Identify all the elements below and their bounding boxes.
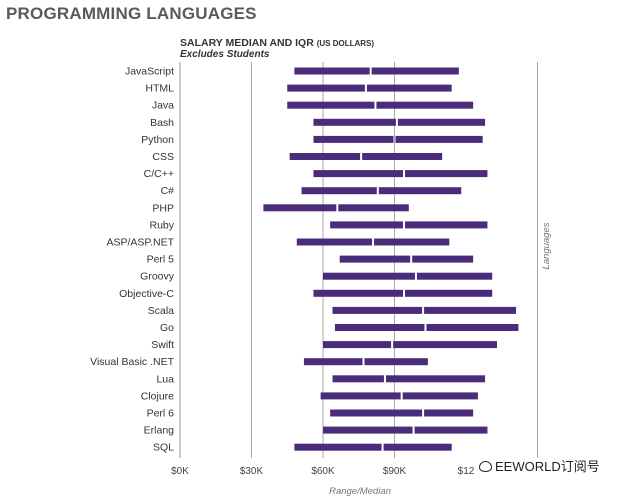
chart-title-text: SALARY MEDIAN AND IQR [180, 37, 314, 49]
iqr-bar-lower [320, 392, 401, 400]
category-label: HTML [145, 83, 174, 95]
category-label: Objective-C [119, 288, 174, 300]
iqr-bar-upper [416, 272, 493, 280]
iqr-bar-lower [339, 255, 411, 263]
iqr-bar-lower [303, 358, 363, 366]
iqr-bar-upper [405, 289, 493, 297]
iqr-bar-lower [289, 153, 361, 160]
iqr-bar-upper [366, 84, 452, 92]
iqr-bar-upper [405, 170, 488, 178]
category-label: Ruby [149, 219, 174, 231]
iqr-bar-lower [294, 67, 370, 75]
category-label: Perl 5 [147, 254, 175, 266]
iqr-bar-upper [383, 443, 452, 451]
iqr-bar-upper [424, 306, 517, 314]
category-label: Groovy [140, 271, 175, 283]
iqr-bar-upper [364, 358, 428, 366]
iqr-bar-lower [330, 409, 423, 417]
iqr-bar-lower [313, 289, 404, 297]
category-label: Bash [150, 117, 174, 129]
category-label: JavaScript [125, 66, 174, 78]
iqr-bar-upper [393, 341, 497, 349]
iqr-bar-upper [376, 101, 474, 109]
category-label: Python [141, 134, 174, 146]
category-label: C/C++ [144, 168, 174, 180]
category-label: CSS [152, 151, 174, 163]
watermark-text: EEWORLD订阅号 [495, 459, 600, 474]
category-label: Lua [156, 373, 174, 385]
category-label: Swift [151, 339, 174, 351]
iqr-bar-upper [426, 324, 519, 331]
iqr-bar-lower [332, 306, 423, 314]
category-label: SQL [153, 442, 174, 454]
iqr-bar-upper [424, 409, 474, 417]
category-label: C# [161, 185, 175, 197]
iqr-bar-lower [323, 272, 415, 280]
x-tick-label: $60K [311, 466, 335, 477]
page-title: PROGRAMMING LANGUAGES [6, 4, 257, 23]
iqr-bar-upper [402, 392, 478, 400]
iqr-bar-upper [397, 118, 486, 126]
x-tick-label: $30K [240, 466, 264, 477]
iqr-bar-lower [313, 118, 396, 126]
category-label: PHP [152, 202, 174, 214]
iqr-bar-lower [313, 170, 404, 178]
iqr-bar-lower [330, 221, 404, 229]
category-label: Perl 6 [147, 408, 175, 420]
iqr-bar-lower [323, 426, 413, 434]
iqr-bar-lower [263, 204, 337, 212]
wechat-icon [479, 461, 492, 472]
iqr-bar-upper [338, 204, 409, 212]
iqr-bar-lower [332, 375, 384, 383]
iqr-bar-upper [385, 375, 486, 383]
iqr-bar-upper [405, 221, 488, 229]
x-axis-title: Range/Median [329, 486, 391, 497]
x-tick-label: $12 [458, 466, 475, 477]
iqr-bar-upper [371, 67, 459, 75]
iqr-bar-lower [323, 341, 392, 349]
iqr-bar-lower [313, 135, 394, 143]
x-tick-label: $90K [383, 466, 407, 477]
iqr-bar-lower [287, 84, 365, 92]
watermark: EEWORLD订阅号 [479, 456, 600, 475]
chart-subtitle: Excludes Students [180, 49, 270, 60]
x-tick-label: $0K [171, 466, 189, 477]
iqr-bar-upper [414, 426, 488, 434]
iqr-bar-lower [287, 101, 375, 109]
category-label: ASP/ASP.NET [106, 237, 174, 249]
chart-title: SALARY MEDIAN AND IQR (US DOLLARS) [180, 37, 374, 49]
chart-title-units: (US DOLLARS) [316, 39, 375, 48]
category-label: Visual Basic .NET [90, 356, 174, 368]
iqr-bar-upper [395, 135, 483, 143]
iqr-bar-upper [362, 153, 443, 160]
y-axis-title: Languages [541, 222, 552, 269]
iqr-bar-upper [412, 255, 474, 263]
iqr-bar-upper [378, 187, 462, 195]
category-label: Java [152, 100, 174, 112]
category-label: Erlang [144, 425, 175, 437]
iqr-bar-lower [294, 443, 382, 451]
iqr-bar-lower [301, 187, 377, 195]
category-label: Go [160, 322, 174, 334]
category-label: Scala [148, 305, 174, 317]
iqr-bar-lower [334, 324, 425, 331]
iqr-bar-upper [374, 238, 450, 246]
category-label: Clojure [141, 390, 174, 402]
iqr-bar-lower [296, 238, 373, 246]
